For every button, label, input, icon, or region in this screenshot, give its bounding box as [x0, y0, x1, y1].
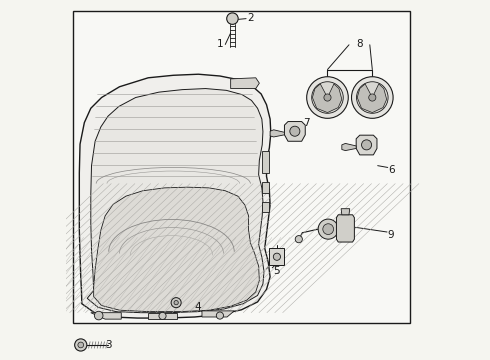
Text: 4: 4 — [194, 302, 201, 312]
Circle shape — [312, 82, 343, 113]
Circle shape — [227, 13, 238, 24]
Circle shape — [357, 82, 388, 113]
Polygon shape — [356, 135, 377, 155]
Circle shape — [174, 301, 178, 305]
Text: 8: 8 — [356, 39, 363, 49]
Circle shape — [78, 342, 84, 348]
Circle shape — [171, 298, 181, 308]
Bar — [73, 12, 410, 323]
Circle shape — [273, 253, 280, 260]
Circle shape — [216, 312, 223, 319]
Circle shape — [323, 224, 334, 234]
Text: 1: 1 — [217, 40, 224, 49]
Circle shape — [307, 77, 348, 118]
Circle shape — [159, 312, 166, 319]
Circle shape — [95, 311, 103, 320]
Text: 2: 2 — [247, 13, 253, 23]
Circle shape — [362, 140, 371, 150]
Polygon shape — [357, 84, 387, 113]
Polygon shape — [94, 187, 259, 312]
Text: 7: 7 — [303, 118, 310, 128]
Polygon shape — [341, 209, 350, 215]
Polygon shape — [270, 130, 285, 137]
Polygon shape — [313, 84, 342, 113]
Bar — [262, 182, 269, 193]
Circle shape — [351, 77, 393, 118]
Polygon shape — [91, 313, 122, 319]
Text: 9: 9 — [388, 230, 394, 239]
Bar — [262, 202, 269, 212]
Text: 6: 6 — [389, 165, 395, 175]
Circle shape — [290, 126, 300, 136]
Polygon shape — [285, 122, 305, 141]
Polygon shape — [202, 311, 234, 317]
Polygon shape — [231, 78, 259, 89]
Circle shape — [295, 235, 302, 243]
Polygon shape — [79, 74, 271, 318]
Bar — [270, 248, 285, 265]
Polygon shape — [148, 313, 177, 319]
Polygon shape — [337, 215, 354, 242]
Circle shape — [368, 94, 376, 101]
Circle shape — [74, 339, 87, 351]
Text: 5: 5 — [273, 266, 280, 276]
Polygon shape — [342, 143, 356, 150]
Circle shape — [318, 219, 338, 239]
Bar — [262, 151, 270, 173]
Text: 3: 3 — [105, 340, 112, 350]
Circle shape — [324, 94, 331, 101]
Polygon shape — [87, 89, 264, 313]
